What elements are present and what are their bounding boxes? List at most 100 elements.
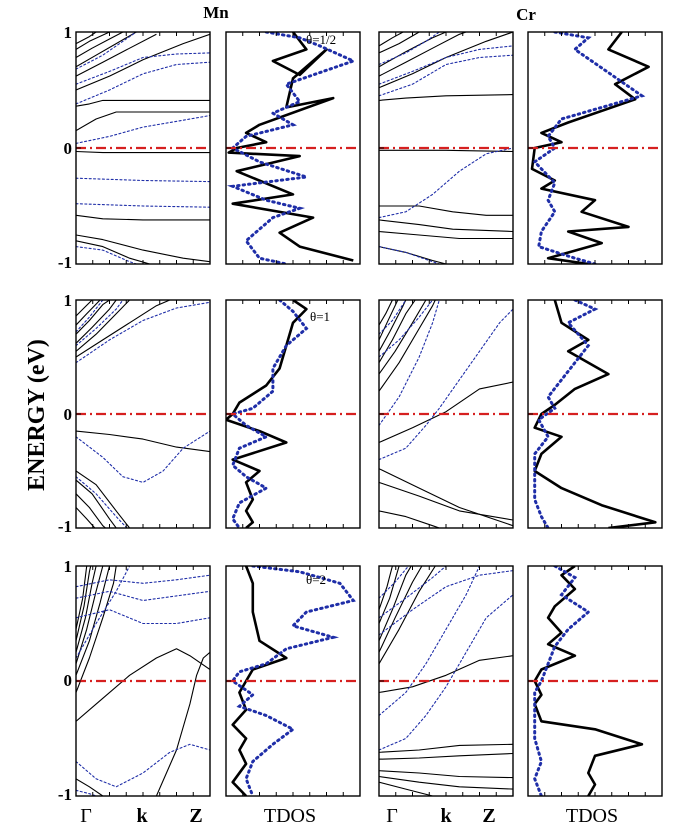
band-solid-2 <box>76 99 210 107</box>
band-solid-3 <box>76 300 130 352</box>
band-dotted-1 <box>379 594 513 751</box>
band-solid-3 <box>76 214 210 221</box>
band-solid-11 <box>379 566 393 610</box>
panel-frame <box>527 299 663 529</box>
panel-dos-cr-row3 <box>527 565 663 797</box>
band-solid-8 <box>155 651 210 796</box>
panel-frame <box>527 565 663 797</box>
band-solid-4 <box>379 219 513 233</box>
band-solid-3 <box>379 481 513 521</box>
band-solid-10 <box>76 32 124 58</box>
band-solid-4 <box>76 566 104 664</box>
band-solid-1 <box>379 655 513 694</box>
y-tick-1: 1 <box>64 291 73 310</box>
band-solid-3 <box>379 205 513 216</box>
panel-frame <box>378 31 514 265</box>
band-dotted-2 <box>76 301 210 364</box>
band-solid-1 <box>379 381 513 444</box>
band-dotted-5 <box>379 32 440 66</box>
band-solid-6 <box>76 300 101 326</box>
dos-solid-curve <box>530 32 650 264</box>
col-title-cr: Cr <box>516 5 536 24</box>
x-tick-z: Z <box>189 805 202 827</box>
band-solid-11 <box>379 32 404 47</box>
band-solid-12 <box>76 32 97 45</box>
x-tick-k: k <box>440 805 452 827</box>
band-dotted-2 <box>76 590 210 602</box>
band-solid-7 <box>379 300 416 363</box>
band-dotted-6 <box>76 789 97 796</box>
x-axis-labels: Γ k Z TDOS Γ k Z TDOS <box>80 805 618 827</box>
band-solid-8 <box>76 470 131 528</box>
band-solid-1 <box>76 430 210 453</box>
panel-plot-area <box>379 300 513 528</box>
band-dotted-2 <box>379 566 481 717</box>
panel-frame <box>225 299 361 529</box>
band-solid-2 <box>379 94 513 101</box>
panel-frame <box>225 31 361 265</box>
band-solid-4 <box>379 770 513 779</box>
band-dotted-3 <box>76 300 124 347</box>
band-solid-5 <box>379 300 436 392</box>
band-solid-10 <box>76 493 106 528</box>
band-solid-9 <box>76 479 117 528</box>
panel-dos-mn-row1 <box>225 31 361 265</box>
band-solid-7 <box>76 566 88 630</box>
band-solid-5 <box>76 300 110 335</box>
band-solid-8 <box>76 33 157 77</box>
band-solid-4 <box>76 111 210 132</box>
band-dotted-5 <box>76 476 128 528</box>
band-dotted-2 <box>379 300 440 426</box>
y-tick-0: 0 <box>64 405 73 424</box>
band-dotted-1 <box>76 177 210 183</box>
band-dotted-5 <box>76 743 210 788</box>
y-tick-0: 0 <box>64 139 73 158</box>
panel-dos-cr-row1 <box>527 31 663 265</box>
panel-dos-cr-row2 <box>527 299 663 529</box>
band-solid-6 <box>379 300 427 375</box>
band-dotted-5 <box>76 52 210 85</box>
band-dotted-1 <box>379 147 513 219</box>
band-solid-9 <box>379 566 412 642</box>
y-tick-minus1: -1 <box>58 785 72 804</box>
panel-bands-cr-row2 <box>378 299 514 529</box>
panel-frame <box>378 565 514 797</box>
panel-plot-area <box>76 566 210 796</box>
band-solid-3 <box>76 566 111 676</box>
y-tick-minus1: -1 <box>58 253 72 272</box>
dos-dotted-curve <box>533 566 591 796</box>
band-solid-6 <box>76 566 92 641</box>
y-tick-1: 1 <box>64 23 73 42</box>
band-solid-11 <box>76 507 96 528</box>
dos-dotted-curve <box>230 566 356 796</box>
panel-bands-mn-row3 <box>75 565 211 797</box>
band-dotted-4 <box>379 566 447 619</box>
x-tick-k: k <box>136 805 148 827</box>
panels <box>75 31 663 797</box>
band-dotted-4 <box>76 61 210 105</box>
band-dotted-3 <box>379 570 513 636</box>
x-tick-gamma: Γ <box>386 805 398 827</box>
band-solid-8 <box>379 32 467 77</box>
band-dotted-2 <box>379 54 513 97</box>
panel-bands-mn-row1 <box>75 31 211 265</box>
panel-plot-area <box>379 566 513 796</box>
band-dotted-7 <box>76 32 137 70</box>
band-dotted-4 <box>379 300 407 335</box>
panel-plot-area <box>226 300 309 528</box>
panel-dos-mn-row2 <box>225 299 361 529</box>
band-dotted-3 <box>379 45 513 85</box>
band-solid-9 <box>379 300 399 341</box>
band-solid-5 <box>76 566 97 653</box>
panel-plot-area <box>76 32 210 264</box>
band-solid-7 <box>76 300 93 317</box>
band-solid-9 <box>76 778 104 796</box>
row-label-theta-2: θ=2 <box>306 572 326 587</box>
band-solid-4 <box>76 300 117 344</box>
row-label-theta-half: θ=1/2 <box>306 32 336 47</box>
panel-frame <box>527 31 663 265</box>
band-solid-7 <box>379 566 436 665</box>
panel-plot-area <box>76 300 210 528</box>
row1-y-ticks: 1 0 -1 <box>58 23 72 272</box>
band-dotted-4 <box>76 300 104 333</box>
